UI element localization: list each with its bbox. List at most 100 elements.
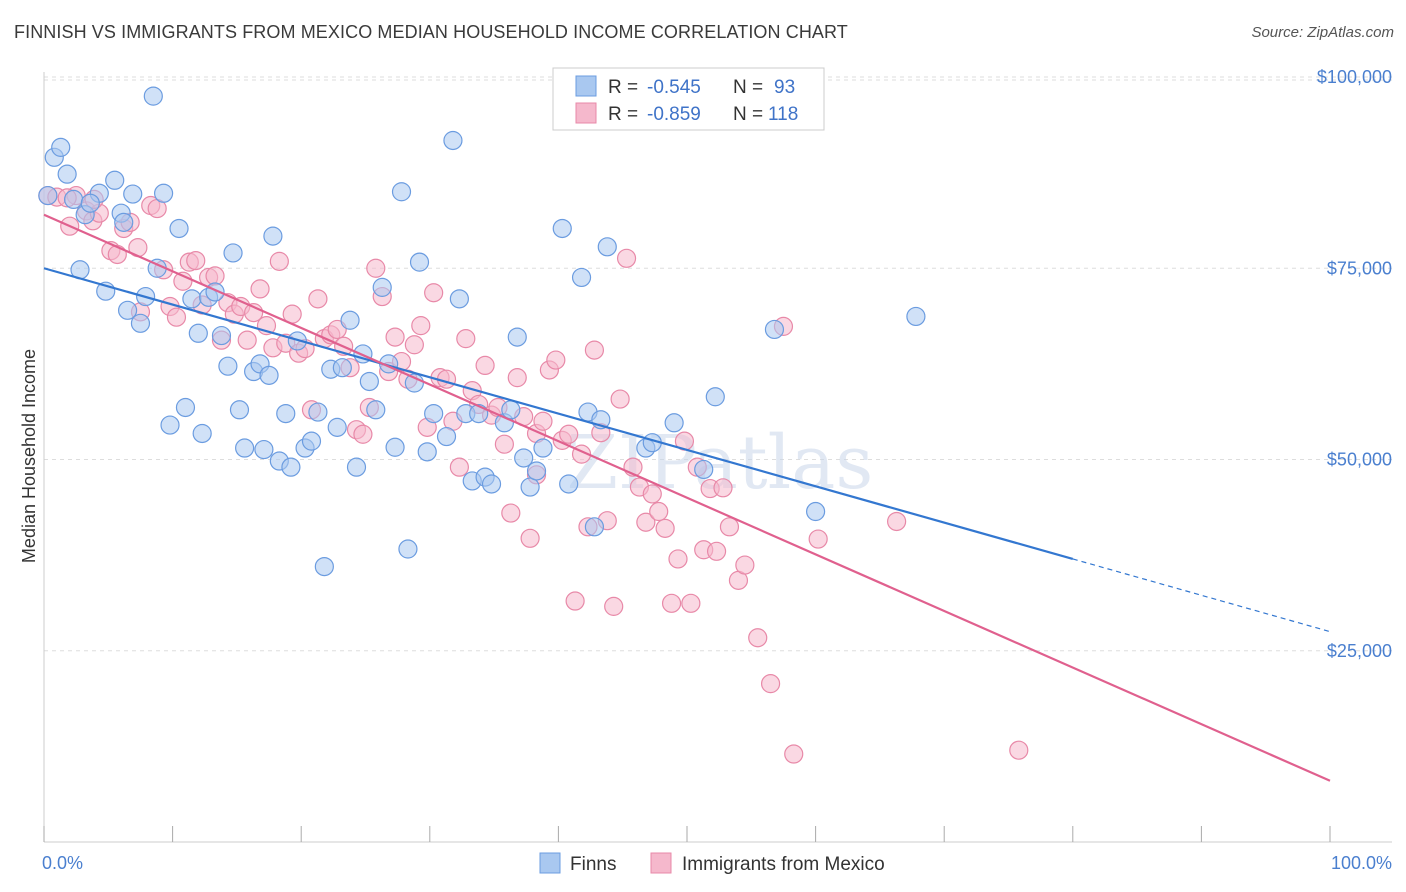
trend-lines: [43, 213, 1331, 782]
finns-point-47: [332, 358, 352, 378]
mexico-point-74: [533, 411, 553, 431]
finns-point-4: [63, 189, 84, 209]
chart-title: FINNISH VS IMMIGRANTS FROM MEXICO MEDIAN…: [14, 22, 848, 42]
finns-point-9: [105, 170, 125, 190]
finns-point-13: [123, 184, 143, 204]
legend-r-value-finns: -0.545: [647, 77, 701, 98]
finns-points: [38, 86, 926, 577]
mexico-point-111: [887, 511, 907, 532]
finns-point-73: [514, 448, 534, 468]
mexico-point-82: [584, 340, 605, 360]
tick-labels: $25,000 $50,000 $75,000 $100,000 0.0% 100.0%: [42, 67, 1392, 873]
mexico-point-78: [559, 424, 579, 444]
mexico-point-30: [250, 279, 270, 299]
mexico-point-97: [681, 593, 701, 613]
finns-point-42: [301, 431, 322, 451]
mexico-point-105: [735, 555, 755, 575]
legend-swatch-finns: [575, 75, 597, 97]
finns-point-3: [57, 164, 77, 184]
mexico-point-76: [546, 350, 566, 370]
finns-point-28: [218, 356, 238, 376]
finns-point-56: [391, 182, 412, 202]
finns-point-12: [117, 300, 138, 320]
mexico-point-92: [649, 501, 669, 522]
mexico-point-55: [411, 316, 431, 336]
legend-r-label-mexico: R =: [608, 104, 638, 125]
finns-point-86: [664, 413, 684, 433]
grid: [44, 76, 1392, 652]
legend-n-value-finns: 93: [774, 77, 795, 98]
finns-point-60: [417, 442, 437, 462]
mexico-point-107: [760, 674, 781, 694]
finns-point-81: [584, 517, 605, 537]
mexico-point-85: [604, 596, 624, 616]
finns-point-53: [372, 277, 392, 297]
mexico-point-48: [366, 258, 386, 278]
mexico-point-90: [636, 512, 656, 532]
finns-point-77: [552, 218, 572, 239]
x-tick-label-1: 100.0%: [1331, 853, 1392, 873]
finns-point-39: [281, 457, 301, 477]
finns-point-0: [38, 185, 58, 206]
finns-point-29: [223, 243, 243, 263]
mexico-point-86: [610, 389, 630, 409]
finns-point-36: [263, 226, 283, 246]
finns-point-83: [597, 237, 617, 257]
chart-source: Source: ZipAtlas.com: [1251, 24, 1394, 41]
finns-point-46: [327, 417, 347, 437]
mexico-point-69: [501, 503, 521, 523]
mexico-point-61: [449, 457, 469, 477]
finns-point-35: [259, 365, 279, 385]
finns-point-21: [175, 397, 196, 418]
finns-point-75: [526, 461, 547, 481]
y-tick-label-1: $50,000: [1327, 450, 1392, 470]
mexico-point-23: [205, 266, 225, 286]
finns-point-72: [507, 327, 527, 347]
y-tick-label-0: $25,000: [1327, 641, 1392, 661]
finns-point-88: [705, 387, 725, 407]
legend-swatch-mexico: [575, 102, 597, 124]
mexico-point-46: [353, 424, 373, 444]
mexico-point-102: [713, 478, 733, 498]
finns-point-18: [153, 183, 174, 203]
finns-point-43: [308, 402, 328, 422]
mexico-point-72: [520, 528, 540, 548]
finns-trend-line: [43, 267, 1074, 561]
mexico-point-91: [642, 484, 662, 504]
finns-point-71: [501, 400, 521, 420]
series-legend: Finns Immigrants from Mexico: [539, 852, 885, 875]
finns-point-78: [559, 474, 579, 494]
mexico-point-110: [808, 529, 828, 549]
mexico-point-28: [237, 330, 257, 350]
finns-point-67: [469, 404, 489, 424]
finns-point-14: [130, 313, 151, 333]
finns-point-63: [443, 130, 463, 151]
mexico-point-8: [107, 244, 127, 265]
mexico-point-33: [269, 251, 289, 271]
finns-point-24: [192, 423, 212, 444]
mexico-point-95: [668, 549, 688, 569]
mexico-point-70: [507, 368, 527, 388]
finns-point-11: [114, 212, 134, 232]
mexico-point-57: [424, 283, 444, 303]
mexico-point-20: [186, 251, 206, 271]
y-tick-label-2: $75,000: [1327, 258, 1392, 278]
finns-point-44: [314, 556, 334, 577]
legend-r-label-finns: R =: [608, 77, 638, 98]
finns-point-27: [211, 325, 232, 346]
finns-point-61: [424, 404, 444, 424]
finns-point-89: [764, 319, 785, 340]
mexico-trend-line: [43, 213, 1331, 782]
bottom-legend-label-finns: Finns: [570, 854, 616, 875]
finns-point-69: [481, 474, 502, 494]
correlation-legend: R = -0.545 N = 93 R = -0.859 N = 118: [552, 67, 825, 131]
finns-point-48: [340, 310, 360, 330]
mexico-point-62: [456, 329, 476, 349]
finns-point-19: [160, 415, 180, 435]
finns-point-51: [359, 371, 379, 392]
finns-point-76: [533, 438, 553, 458]
legend-n-label-mexico: N =: [733, 104, 763, 125]
y-axis-title: Median Household Income: [19, 349, 39, 563]
finns-point-91: [906, 306, 926, 327]
